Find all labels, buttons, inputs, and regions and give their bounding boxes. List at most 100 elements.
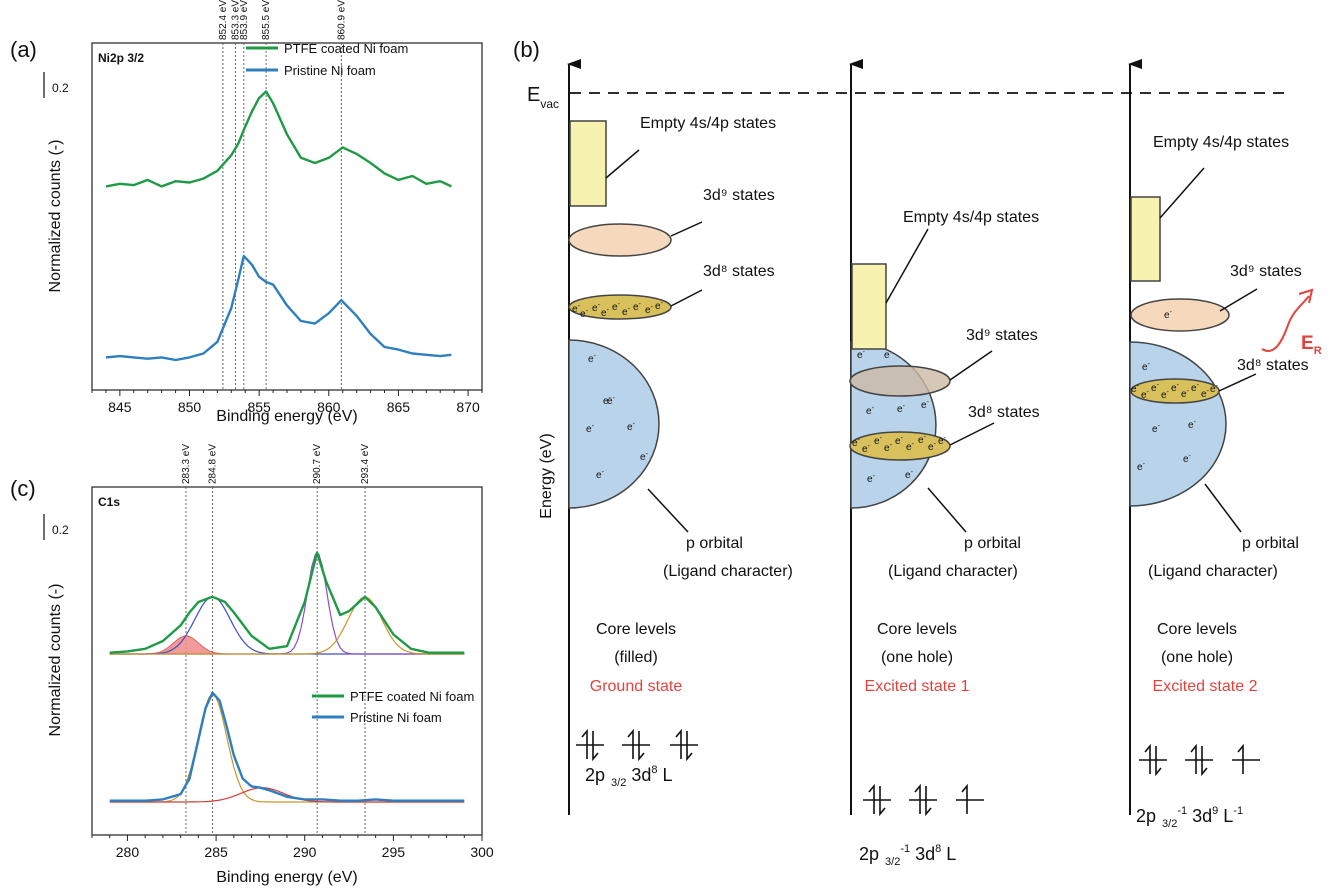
electron-label: e-: [1151, 382, 1160, 394]
reference-label: 855.5 eV: [261, 0, 272, 40]
chart-a-title: Ni2p 3/2: [98, 51, 144, 65]
electron-label: e-: [586, 423, 595, 435]
d9-band-2: [849, 365, 951, 397]
column-excited-state-1: Empty 4s/4p states 3d⁹ states 3d⁸ states…: [849, 209, 1040, 868]
p-orbital-1: [568, 339, 660, 509]
spin-up-arrow: [961, 783, 968, 814]
p-orbital-label-1a: p orbital: [686, 535, 743, 552]
leader-d9-3: [1219, 288, 1258, 312]
spin-up-arrow: [1237, 743, 1244, 774]
electron-label: e-: [1191, 382, 1200, 394]
leader-d9-2: [949, 350, 993, 381]
electron-label: e-: [596, 469, 605, 481]
legend-a-ptfe-label: PTFE coated Ni foam: [284, 41, 408, 56]
spin-down-arrow: [925, 786, 932, 817]
electron-label: e-: [852, 437, 861, 449]
core-label-2a: Core levels: [877, 621, 957, 638]
p-orbital-label-1b: (Ligand character): [663, 563, 793, 580]
electron-label: e-: [622, 306, 631, 318]
empty-states-label-1: Empty 4s/4p states: [640, 115, 776, 132]
fit-component-290.7: [109, 553, 465, 655]
p-orbital-label-3a: p orbital: [1242, 535, 1299, 552]
x-tick-label: 295: [382, 844, 406, 860]
chart-a-frame: [91, 42, 483, 391]
chart-c-title: C1s: [98, 495, 120, 509]
spin-up-arrow: [1144, 743, 1151, 774]
electron-label: e-: [603, 395, 612, 407]
electron-label: e-: [1201, 388, 1210, 400]
electron-label: e-: [1137, 461, 1146, 473]
electron-label: e-: [1188, 419, 1197, 431]
electron-label: e-: [884, 349, 893, 361]
spin-up-arrow: [581, 728, 588, 759]
empty-states-label-3: Empty 4s/4p states: [1153, 134, 1289, 151]
core-label-3b: (one hole): [1161, 649, 1233, 666]
electron-label: e-: [592, 302, 601, 314]
reference-label: 860.9 eV: [336, 0, 347, 40]
core-label-1a: Core levels: [596, 621, 676, 638]
spin-up-arrow: [1190, 743, 1197, 774]
electron-label: e-: [938, 435, 947, 447]
chart-c: C1s 0.2 283.3 eV 284.8 eV 290.7 eV 293.4 eV…: [43, 444, 494, 886]
electron-label: e-: [906, 441, 915, 453]
spin-down-arrow: [1155, 746, 1162, 777]
series-line-pristine: [109, 691, 465, 802]
reference-label: 283.3 eV: [181, 444, 192, 484]
d8-band-2: [849, 431, 951, 461]
x-tick-label: 290: [293, 844, 317, 860]
spin-down-arrow: [879, 786, 886, 817]
config-label-3: 2p 3/2-1 3d9 L-1: [1136, 805, 1243, 830]
electron-label: e-: [640, 451, 649, 463]
x-tick-label: 855: [247, 399, 271, 415]
state-label-2: Excited state 1: [865, 678, 970, 695]
column-excited-state-2: Empty 4s/4p states 3d⁹ states 3d⁸ states…: [1129, 134, 1322, 830]
chart-c-frame: [91, 486, 483, 836]
chart-c-scale-label: 0.2: [52, 523, 69, 537]
fit-lower-shoulder: [109, 787, 465, 803]
d9-band-3: [1130, 298, 1230, 332]
evac-label: Evac: [527, 84, 559, 111]
d9-label-1: 3d⁹ states: [703, 187, 775, 204]
x-tick-label: 870: [456, 399, 480, 415]
electron-label: e-: [572, 303, 581, 315]
electron-label: e-: [895, 435, 904, 447]
d8-label-3: 3d⁸ states: [1237, 357, 1309, 374]
er-arrow-head: [1298, 288, 1314, 304]
spin-up-arrow: [675, 728, 682, 759]
d8-label-1: 3d⁸ states: [703, 263, 775, 280]
spin-up-arrow: [627, 728, 634, 759]
electron-label: e-: [655, 300, 664, 312]
electron-label: e-: [1141, 389, 1150, 401]
electron-label: e-: [645, 304, 654, 316]
er-wavy-arrow: [1261, 295, 1310, 352]
leader-empty-2: [885, 228, 929, 304]
reference-label: 853.3 eV: [230, 0, 241, 40]
legend-a-pristine-label: Pristine Ni foam: [284, 63, 376, 78]
electron-label: e-: [862, 443, 871, 455]
x-tick-label: 850: [178, 399, 202, 415]
d9-label-2: 3d⁹ states: [966, 327, 1038, 344]
d9-label-3: 3d⁹ states: [1230, 263, 1302, 280]
energy-axis-label: Energy (eV): [538, 433, 555, 518]
electron-label: e-: [1152, 423, 1161, 435]
core-label-2b: (one hole): [881, 649, 953, 666]
leader-d9-1: [670, 221, 703, 237]
chart-c-xlabel: Binding energy (eV): [216, 869, 357, 886]
p-orbital-label-2b: (Ligand character): [888, 563, 1018, 580]
empty-states-label-2: Empty 4s/4p states: [903, 209, 1039, 226]
d8-band-1: [568, 294, 672, 320]
electron-label: e-: [1164, 309, 1173, 321]
electron-label: e-: [633, 301, 642, 313]
series-line-ptfe: [109, 551, 465, 654]
x-tick-label: 280: [116, 844, 140, 860]
panel-label-c: (c): [10, 476, 36, 501]
panel-label-b: (b): [513, 37, 540, 62]
reference-label: 852.4 eV: [218, 0, 229, 40]
core-label-3a: Core levels: [1157, 621, 1237, 638]
leader-p-3: [1204, 483, 1242, 533]
leader-empty-3: [1159, 167, 1205, 219]
x-tick-label: 285: [204, 844, 228, 860]
chart-a-ylabel: Normalized counts (-): [47, 140, 64, 293]
empty-states-box-1: [569, 120, 607, 207]
